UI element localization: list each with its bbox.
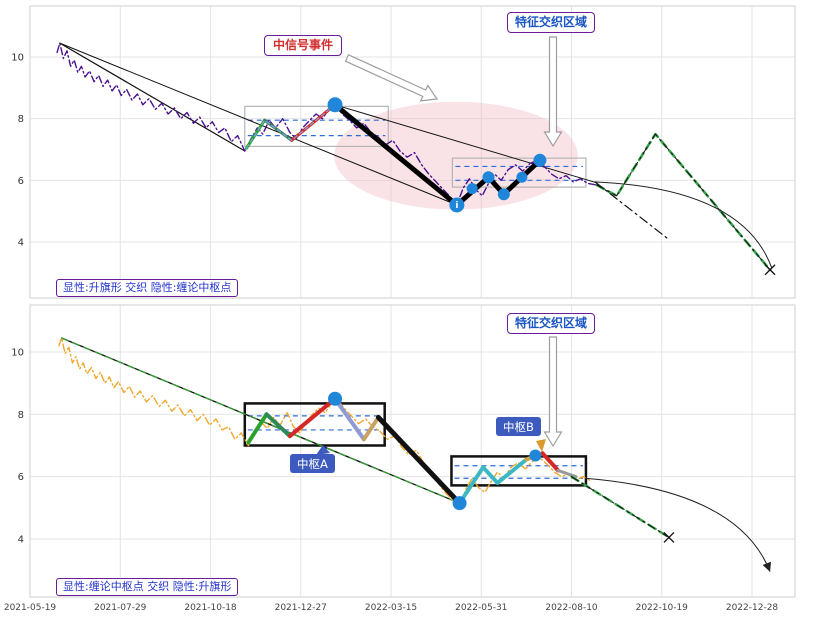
feature-zone-arrow-top [543, 36, 563, 148]
signal-dot [497, 188, 510, 201]
bottom-caption: 显性:缠论中枢点 交织 隐性:升旗形 [56, 578, 239, 596]
signal-event-annotation: 中信号事件 [264, 35, 343, 56]
panel-border [29, 304, 796, 598]
pivot-box [451, 157, 587, 188]
top-caption: 显性:升旗形 交织 隐性:缠论中枢点 [56, 279, 239, 297]
x-tick-label: 2021-05-19 [4, 603, 57, 613]
pivot-box [244, 105, 389, 148]
y-tick-label: 4 [18, 535, 24, 546]
x-tick-label: 2022-05-31 [455, 603, 507, 613]
projection-curve [584, 477, 771, 572]
feature-zone-annotation-top: 特征交织区域 [507, 12, 596, 33]
signal-dot [452, 496, 467, 511]
trend-line-initial [59, 42, 246, 152]
pivot-a-label: 中枢A [290, 454, 335, 473]
signal-dot [533, 153, 547, 167]
y-tick-label: 10 [11, 53, 24, 64]
y-tick-label: 6 [18, 472, 24, 483]
chan-stroke-teal-1 [457, 465, 486, 506]
y-tick-label: 10 [11, 348, 24, 359]
x-tick-label: 2021-12-27 [275, 603, 327, 613]
chan-pole-black [375, 414, 463, 506]
chan-stroke-up-green [246, 412, 269, 445]
signal-dot [328, 391, 343, 406]
x-tick-label: 2022-03-15 [365, 603, 417, 613]
projection-curve [594, 181, 773, 269]
y-tick-label: 8 [18, 410, 24, 421]
feature-zone-annotation-bottom: 特征交织区域 [507, 313, 596, 334]
y-tick-label: 8 [18, 114, 24, 125]
chan-stroke-up-tan [361, 415, 381, 442]
signal-dot [327, 97, 343, 113]
continuation-dashdot [594, 181, 669, 240]
chan-stroke-teal-3 [495, 457, 529, 485]
trend-line-peak [334, 104, 598, 184]
chan-stroke-up-red [287, 396, 337, 439]
price-line [58, 337, 593, 507]
pivot-b-pointer [536, 439, 546, 452]
x-tick-label: 2021-07-29 [94, 603, 147, 613]
curve-arrowhead [762, 561, 771, 572]
flag-pen-dashed [246, 104, 336, 149]
x-tick-label: 2022-10-19 [636, 603, 689, 613]
panel-border [29, 5, 796, 299]
pivot-a-pointer [316, 445, 330, 455]
x-tick-label: 2021-10-18 [184, 603, 237, 613]
chan-stroke-teal-2 [481, 465, 500, 485]
y-tick-label: 6 [18, 176, 24, 187]
projection-line-green [595, 132, 772, 272]
trend-line-long [59, 42, 458, 206]
annotation-arrows [316, 36, 563, 455]
signal-dot [529, 449, 542, 462]
chan-stroke-gray [556, 468, 578, 479]
end-x-marker [764, 264, 776, 276]
projection-line-overlay [571, 476, 670, 538]
pivot-b-label: 中枢B [496, 417, 541, 436]
projection-line-overlay [596, 133, 771, 271]
signal-dot [516, 171, 528, 183]
chan-stroke-down-green [264, 412, 292, 439]
pivot-box [450, 455, 588, 487]
feature-zone-arrow-bottom [543, 336, 563, 448]
end-x-marker [663, 531, 675, 543]
dot-label: i [455, 201, 458, 211]
panel-top: i 10 8 6 4 [11, 5, 796, 299]
panel-bottom: 2021-05-19 2021-07-29 2021-10-18 2021-12-27… [4, 304, 796, 613]
signal-event-arrow [344, 54, 439, 102]
signal-dot [482, 171, 495, 184]
signal-dot [466, 183, 478, 195]
x-tick-label: 2022-12-28 [726, 603, 779, 613]
chan-stroke-down-periwinkle [333, 396, 366, 442]
y-tick-label: 4 [18, 238, 24, 249]
signal-dot [449, 197, 465, 213]
chan-stroke-red-down [540, 451, 560, 473]
x-tick-label: 2022-08-10 [545, 603, 598, 613]
